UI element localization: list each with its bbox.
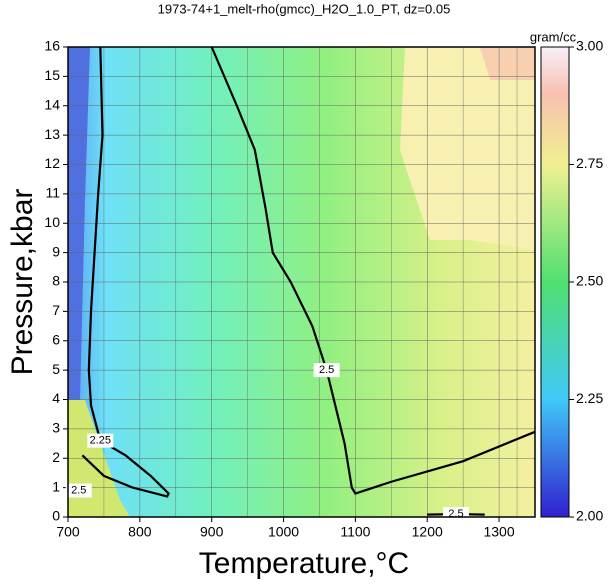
x-tick-label: 1300	[483, 524, 514, 540]
y-tick-label: 12	[44, 155, 60, 171]
y-tick-label: 11	[45, 185, 60, 201]
contour-label: 2.25	[90, 435, 111, 447]
x-tick-label: 900	[200, 524, 224, 540]
y-tick-label: 5	[52, 361, 60, 377]
contour-label-bg	[313, 363, 340, 378]
chart-title: 1973-74+1_melt-rho(gmcc)_H2O_1.0_PT, dz=…	[158, 1, 451, 16]
contour-label: 2.5	[448, 508, 463, 520]
y-tick-label: 3	[52, 420, 60, 436]
y-tick-label: 8	[52, 273, 60, 289]
x-tick-label: 800	[128, 524, 152, 540]
x-tick-label: 1200	[412, 524, 443, 540]
colorbar-label: gram/cc	[530, 29, 577, 44]
y-tick-label: 2	[52, 449, 60, 465]
y-tick-label: 14	[44, 96, 60, 112]
contour-label: 2.5	[71, 484, 86, 496]
y-tick-label: 7	[52, 302, 60, 318]
contour-label-bg	[65, 483, 92, 498]
y-tick-label: 1	[52, 478, 60, 494]
y-tick-label: 16	[44, 38, 60, 54]
y-tick-label: 4	[52, 390, 60, 406]
x-tick-label: 1000	[268, 524, 299, 540]
y-tick-label: 13	[44, 126, 60, 142]
colorbar-tick-label: 2.75	[576, 155, 603, 171]
y-tick-label: 0	[52, 508, 60, 524]
colorbar-tick-label: 2.50	[576, 273, 603, 289]
colorbar-tick-label: 3.00	[576, 38, 603, 54]
colorbar	[540, 46, 570, 518]
x-axis-label: Temperature,°C	[199, 547, 409, 580]
x-tick-label: 1100	[340, 524, 370, 540]
plot-frame	[67, 46, 536, 518]
y-tick-label: 6	[52, 331, 60, 347]
colorbar-tick-label: 2.25	[576, 390, 603, 406]
x-tick-label: 700	[56, 524, 80, 540]
y-axis-label: Pressure,kbar	[6, 189, 39, 376]
y-tick-label: 15	[44, 67, 60, 83]
colorbar-tick-label: 2.00	[576, 508, 603, 524]
y-tick-label: 9	[52, 243, 60, 259]
contour-label: 2.5	[319, 364, 334, 376]
contour-label-bg	[87, 433, 114, 448]
y-tick-label: 10	[44, 214, 60, 230]
